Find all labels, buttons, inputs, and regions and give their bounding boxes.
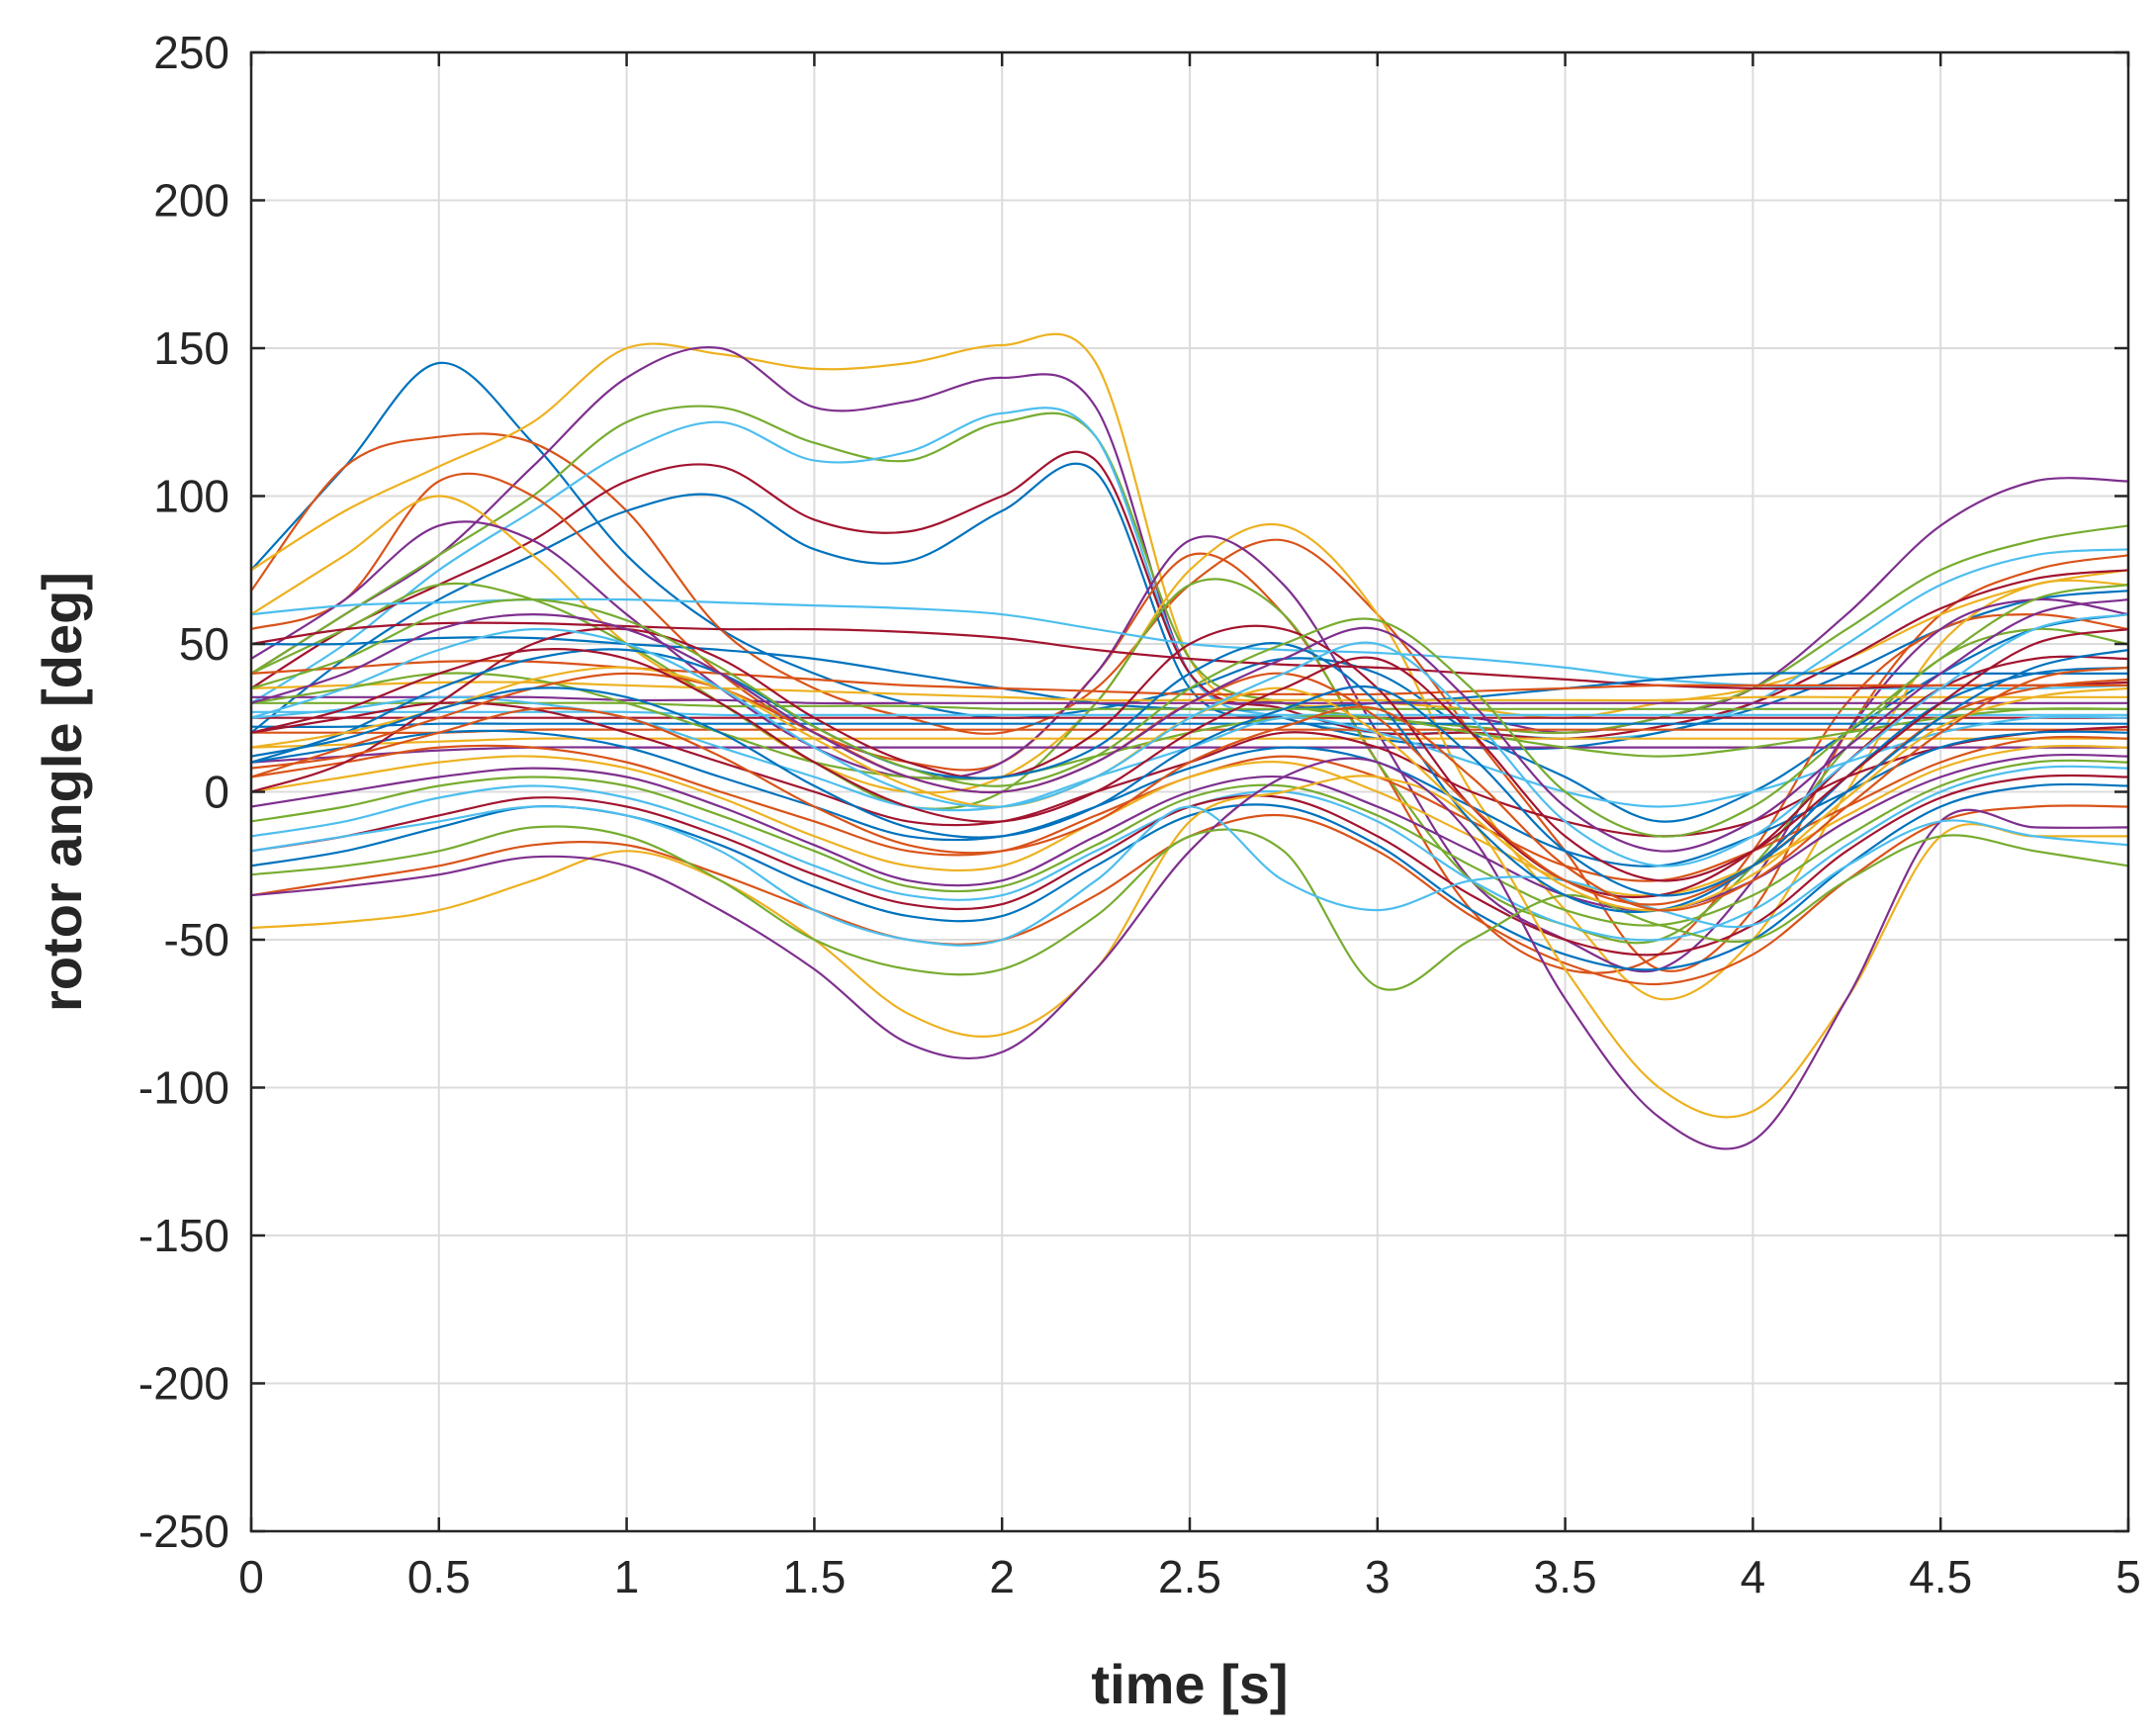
series-line-2 xyxy=(249,432,2130,972)
x-tick-label: 4.5 xyxy=(1909,1551,1972,1602)
series-line-4 xyxy=(249,346,2130,734)
series-line-42 xyxy=(249,624,2130,899)
series-line-6 xyxy=(249,407,2130,740)
series-line-46 xyxy=(249,598,2130,853)
series-line-41 xyxy=(249,805,2130,947)
series-line-22 xyxy=(249,722,2130,729)
series-line-33 xyxy=(249,759,2130,927)
series-line-35 xyxy=(249,774,2130,957)
series-line-32 xyxy=(249,753,2130,912)
x-tick-label: 5 xyxy=(2115,1551,2141,1602)
series-line-5 xyxy=(249,405,2130,735)
y-tick-label: 250 xyxy=(153,27,229,78)
series-line-9 xyxy=(249,472,2130,974)
series-line-51 xyxy=(249,666,2130,912)
series-line-23 xyxy=(249,728,2130,735)
series-line-49 xyxy=(249,628,2130,882)
x-tick-label: 1 xyxy=(614,1551,640,1602)
y-tick-label: -100 xyxy=(138,1062,229,1114)
y-tick-label: 150 xyxy=(153,322,229,374)
y-tick-label: -150 xyxy=(138,1210,229,1261)
x-tick-label: 4 xyxy=(1741,1551,1766,1602)
x-tick-label: 2 xyxy=(989,1551,1015,1602)
y-tick-label: 200 xyxy=(153,175,229,227)
series-line-20 xyxy=(249,710,2130,717)
series-line-17 xyxy=(249,681,2130,702)
y-axis-label: rotor angle [deg] xyxy=(31,572,93,1012)
x-tick-label: 1.5 xyxy=(782,1551,846,1602)
series-group xyxy=(249,332,2130,1150)
y-tick-label: -200 xyxy=(138,1358,229,1410)
series-line-38 xyxy=(249,775,2130,1119)
x-ticks: 0 0.5 1 1.5 2 2.5 3 3.5 4 4.5 5 xyxy=(238,52,2141,1602)
series-line-39 xyxy=(249,757,2130,1150)
x-tick-label: 0 xyxy=(238,1551,264,1602)
y-tick-label: 100 xyxy=(153,471,229,522)
x-tick-label: 3.5 xyxy=(1534,1551,1597,1602)
y-ticks: 250 200 150 100 50 0 -50 -100 -150 -200 -250 xyxy=(138,27,2128,1557)
series-line-47 xyxy=(249,584,2130,838)
x-tick-label: 0.5 xyxy=(407,1551,471,1602)
y-tick-label: -250 xyxy=(138,1506,229,1557)
series-line-24 xyxy=(249,737,2130,749)
x-axis-label: time [s] xyxy=(1091,1653,1288,1715)
series-line-40 xyxy=(249,825,2130,991)
series-line-14 xyxy=(249,621,2130,690)
series-line-19 xyxy=(249,701,2130,711)
series-line-48 xyxy=(249,613,2130,868)
series-line-50 xyxy=(249,648,2130,897)
x-tick-label: 3 xyxy=(1365,1551,1391,1602)
y-tick-label: 50 xyxy=(179,618,229,670)
series-line-7 xyxy=(249,450,2130,740)
y-tick-label: -50 xyxy=(164,914,229,965)
x-tick-label: 2.5 xyxy=(1158,1551,1221,1602)
series-line-16 xyxy=(249,660,2130,696)
y-tick-label: 0 xyxy=(204,767,229,818)
